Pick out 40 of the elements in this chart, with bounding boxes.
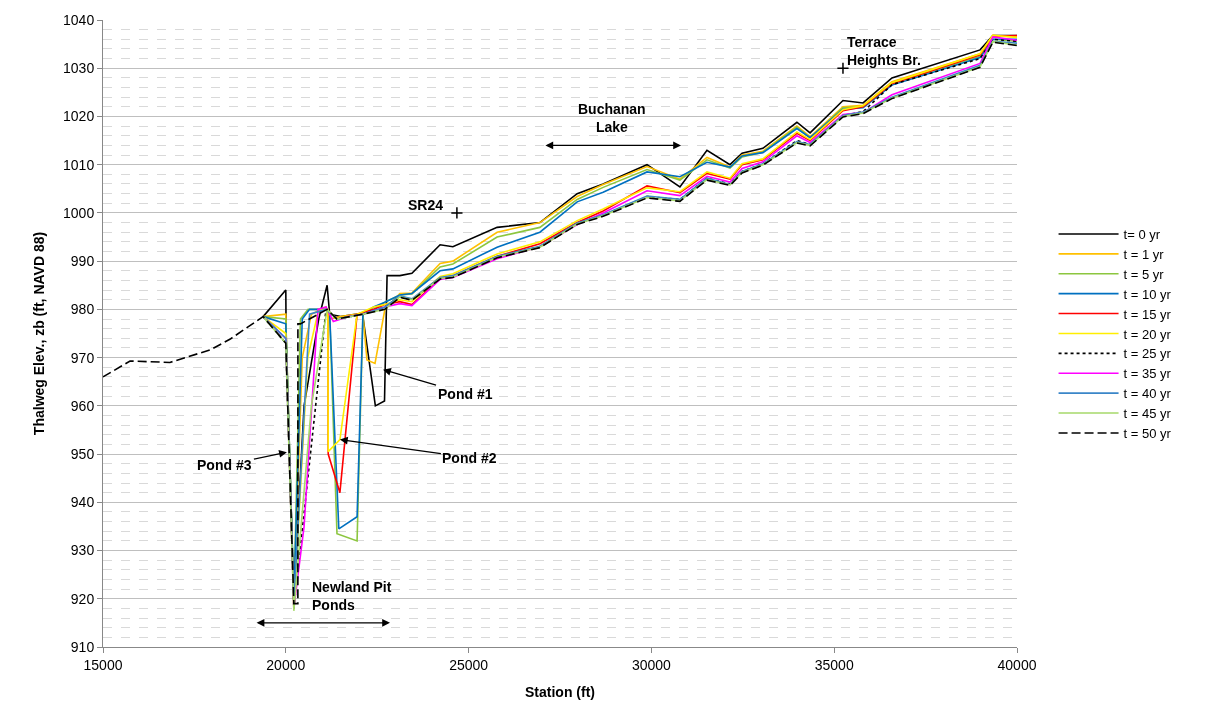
y-tick-label: 1000: [63, 204, 95, 221]
annotation: SR24: [408, 197, 444, 213]
legend-label: t = 50 yr: [1123, 426, 1172, 442]
legend-label: t = 10 yr: [1123, 286, 1172, 302]
y-tick-label: 940: [70, 494, 95, 511]
legend-label: t = 5 yr: [1123, 266, 1165, 282]
legend-label: t = 20 yr: [1123, 326, 1172, 342]
legend-label: t = 15 yr: [1123, 306, 1172, 322]
legend-label: t = 35 yr: [1123, 366, 1172, 382]
x-axis-title: Station (ft): [525, 684, 595, 701]
legend-label: t = 25 yr: [1123, 346, 1172, 362]
y-tick-label: 930: [70, 542, 95, 559]
y-tick-label: 1010: [63, 156, 95, 173]
y-tick-label: 1030: [63, 60, 95, 77]
annotation: Pond #1: [438, 386, 493, 402]
x-tick-label: 20000: [266, 656, 306, 673]
x-tick-label: 35000: [814, 656, 854, 673]
y-tick-label: 950: [70, 445, 95, 462]
x-tick-label: 40000: [997, 656, 1037, 673]
y-tick-label: 920: [70, 590, 95, 607]
y-tick-label: 980: [70, 301, 95, 318]
legend-label: t = 1 yr: [1123, 246, 1165, 262]
legend-label: t = 40 yr: [1123, 386, 1172, 402]
x-tick-label: 15000: [83, 656, 123, 673]
annotation: Buchanan Lake: [578, 101, 646, 136]
legend-label: t= 0 yr: [1123, 227, 1161, 243]
annotation: Pond #3: [197, 457, 252, 473]
y-tick-label: 960: [70, 397, 95, 414]
legend-label: t = 45 yr: [1123, 406, 1172, 422]
annotation: Pond #2: [442, 450, 497, 466]
x-tick-label: 30000: [631, 656, 672, 673]
annotation: Newland Pit Ponds: [312, 579, 392, 614]
x-tick-label: 25000: [449, 656, 489, 673]
y-tick-label: 1020: [63, 108, 95, 125]
y-tick-label: 990: [70, 253, 95, 270]
annotation: Terrace Heights Br.: [847, 34, 921, 69]
y-tick-label: 970: [70, 349, 95, 366]
y-axis-title: Thalweg Elev., zb (ft, NAVD 88): [30, 231, 47, 436]
y-tick-label: 1040: [63, 11, 95, 28]
y-tick-label: 910: [70, 638, 95, 655]
